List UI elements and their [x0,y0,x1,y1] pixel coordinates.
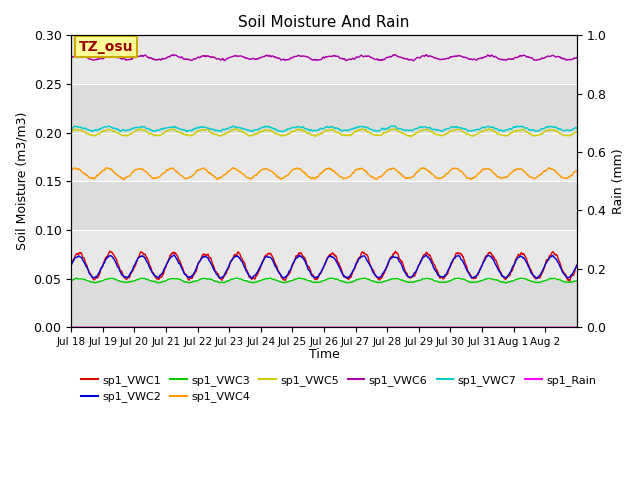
Y-axis label: Soil Moisture (m3/m3): Soil Moisture (m3/m3) [15,112,28,251]
Bar [71,132,577,181]
Bar [71,84,577,132]
Bar [71,36,577,84]
Bar [71,181,577,230]
X-axis label: Time: Time [308,348,339,361]
Bar [71,230,577,278]
Bar [71,278,577,327]
Title: Soil Moisture And Rain: Soil Moisture And Rain [238,15,410,30]
Y-axis label: Rain (mm): Rain (mm) [612,148,625,214]
Text: TZ_osu: TZ_osu [79,40,133,54]
Legend: sp1_VWC1, sp1_VWC2, sp1_VWC3, sp1_VWC4, sp1_VWC5, sp1_VWC6, sp1_VWC7, sp1_Rain: sp1_VWC1, sp1_VWC2, sp1_VWC3, sp1_VWC4, … [77,371,601,407]
